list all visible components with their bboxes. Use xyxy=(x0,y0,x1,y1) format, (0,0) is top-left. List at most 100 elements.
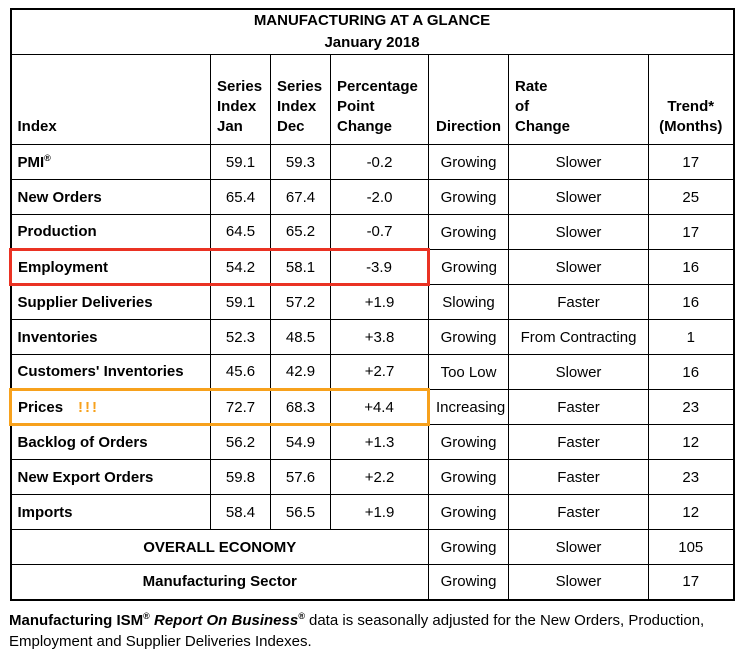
cell-percentage-point-change: +4.4 xyxy=(330,388,430,426)
cell-rate-of-change: Slower xyxy=(508,249,649,285)
cell-index-name: New Orders xyxy=(10,179,211,215)
cell-direction: Growing xyxy=(428,144,509,180)
col-header-percentage-point-change: Percentage Point Change xyxy=(330,54,429,145)
cell-trend-months: 16 xyxy=(647,284,735,320)
cell-rate-of-change: Faster xyxy=(508,389,649,425)
cell-percentage-point-change: -0.7 xyxy=(330,214,429,250)
alert-exclamation-marker: !!! xyxy=(78,398,100,416)
cell-trend-months: 16 xyxy=(647,249,735,285)
index-name-label: Supplier Deliveries xyxy=(17,294,153,311)
index-name-label: New Orders xyxy=(17,188,102,206)
cell-trend-months: 16 xyxy=(647,354,735,390)
cell-series-index-jan: 45.6 xyxy=(210,354,271,390)
cell-index-name: Inventories xyxy=(10,319,211,355)
cell-rate-of-change: Faster xyxy=(508,284,649,320)
index-name-label: PMI xyxy=(17,153,45,171)
cell-percentage-point-change: +2.2 xyxy=(330,459,429,495)
table-subtitle: January 2018 xyxy=(324,34,420,51)
cell-series-index-jan: 59.1 xyxy=(210,144,271,180)
index-name-label: Prices xyxy=(18,398,64,416)
table-title: MANUFACTURING AT A GLANCE xyxy=(253,12,491,29)
cell-series-index-jan: 59.8 xyxy=(210,459,271,495)
cell-series-index-jan: 64.5 xyxy=(210,214,271,250)
table-row: Customers' Inventories 45.6 42.9 +2.7 To… xyxy=(10,354,735,390)
table-row: Imports 58.4 56.5 +1.9 Growing Faster 12 xyxy=(10,494,735,530)
index-name-label: Customers' Inventories xyxy=(17,363,184,380)
cell-trend-months: 23 xyxy=(647,459,735,495)
cell-rate-of-change: Slower xyxy=(508,529,649,565)
col-header-direction: Direction xyxy=(428,54,509,145)
index-name-label: Imports xyxy=(17,503,73,521)
cell-percentage-point-change: +3.8 xyxy=(330,319,429,355)
cell-direction: Growing xyxy=(428,319,509,355)
summary-body: OVERALL ECONOMY Growing Slower 105 Manuf… xyxy=(10,529,735,600)
cell-rate-of-change: Slower xyxy=(508,214,649,250)
index-name-label: Production xyxy=(17,223,97,240)
table-title-cell: MANUFACTURING AT A GLANCE January 2018 xyxy=(9,8,735,55)
manufacturing-at-a-glance-table: MANUFACTURING AT A GLANCE January 2018 I… xyxy=(9,8,735,601)
cell-series-index-dec: 58.1 xyxy=(270,248,331,286)
cell-trend-months: 17 xyxy=(647,214,735,250)
cell-trend-months: 17 xyxy=(647,564,735,600)
summary-label: OVERALL ECONOMY xyxy=(10,529,429,565)
cell-series-index-dec: 57.6 xyxy=(270,459,331,495)
cell-trend-months: 105 xyxy=(647,529,735,565)
col-header-series-index-dec: Series Index Dec xyxy=(270,54,331,145)
table-row: Employment 54.2 58.1 -3.9 Growing Slower… xyxy=(9,248,735,286)
cell-series-index-dec: 67.4 xyxy=(270,179,331,215)
cell-direction: Increasing xyxy=(428,389,509,425)
registered-mark-icon: ® xyxy=(44,152,51,163)
cell-percentage-point-change: -0.2 xyxy=(330,144,429,180)
cell-series-index-dec: 65.2 xyxy=(270,214,331,250)
table-row: Production 64.5 65.2 -0.7 Growing Slower… xyxy=(10,214,735,250)
summary-label: Manufacturing Sector xyxy=(10,564,429,600)
cell-rate-of-change: Slower xyxy=(508,564,649,600)
cell-series-index-dec: 42.9 xyxy=(270,354,331,390)
cell-direction: Slowing xyxy=(428,284,509,320)
table-row: Prices!!! 72.7 68.3 +4.4 Increasing Fast… xyxy=(9,388,735,426)
col-header-trend-months: Trend* (Months) xyxy=(647,54,735,145)
cell-rate-of-change: From Contracting xyxy=(508,319,649,355)
cell-rate-of-change: Slower xyxy=(508,144,649,180)
header-row: Index Series Index Jan Series Index Dec … xyxy=(10,54,735,145)
cell-direction: Growing xyxy=(428,529,509,565)
cell-rate-of-change: Slower xyxy=(508,179,649,215)
cell-series-index-dec: 68.3 xyxy=(270,388,331,426)
cell-direction: Growing xyxy=(428,214,509,250)
cell-direction: Growing xyxy=(428,564,509,600)
cell-direction: Growing xyxy=(428,179,509,215)
footnote-manufacturing-ism: Manufacturing ISM® xyxy=(9,610,150,629)
cell-rate-of-change: Faster xyxy=(508,494,649,530)
title-row: MANUFACTURING AT A GLANCE January 2018 xyxy=(9,8,735,55)
registered-mark-icon: ® xyxy=(143,610,150,621)
cell-index-name: PMI® xyxy=(10,144,211,180)
index-name-label: Inventories xyxy=(17,328,98,346)
col-header-series-index-jan: Series Index Jan xyxy=(210,54,271,145)
cell-direction: Too Low xyxy=(428,354,509,390)
cell-direction: Growing xyxy=(428,249,509,285)
cell-percentage-point-change: +1.9 xyxy=(330,494,429,530)
cell-rate-of-change: Slower xyxy=(508,354,649,390)
cell-index-name: Backlog of Orders xyxy=(10,424,211,460)
table-row: Supplier Deliveries 59.1 57.2 +1.9 Slowi… xyxy=(10,284,735,320)
summary-row: Manufacturing Sector Growing Slower 17 xyxy=(10,564,735,600)
index-name-label: Employment xyxy=(18,258,109,276)
cell-rate-of-change: Faster xyxy=(508,424,649,460)
cell-series-index-jan: 65.4 xyxy=(210,179,271,215)
footnote-text: data is seasonally adjusted for the New … xyxy=(9,611,705,650)
table-row: PMI® 59.1 59.3 -0.2 Growing Slower 17 xyxy=(10,144,735,180)
cell-index-name: Imports xyxy=(10,494,211,530)
cell-percentage-point-change: +1.3 xyxy=(330,424,429,460)
cell-series-index-dec: 59.3 xyxy=(270,144,331,180)
registered-mark-icon: ® xyxy=(298,610,305,621)
cell-rate-of-change: Faster xyxy=(508,459,649,495)
cell-percentage-point-change: +1.9 xyxy=(330,284,429,320)
cell-index-name: Prices!!! xyxy=(9,388,211,426)
cell-direction: Growing xyxy=(428,494,509,530)
cell-direction: Growing xyxy=(428,424,509,460)
cell-series-index-dec: 57.2 xyxy=(270,284,331,320)
cell-series-index-jan: 59.1 xyxy=(210,284,271,320)
cell-direction: Growing xyxy=(428,459,509,495)
cell-series-index-jan: 58.4 xyxy=(210,494,271,530)
